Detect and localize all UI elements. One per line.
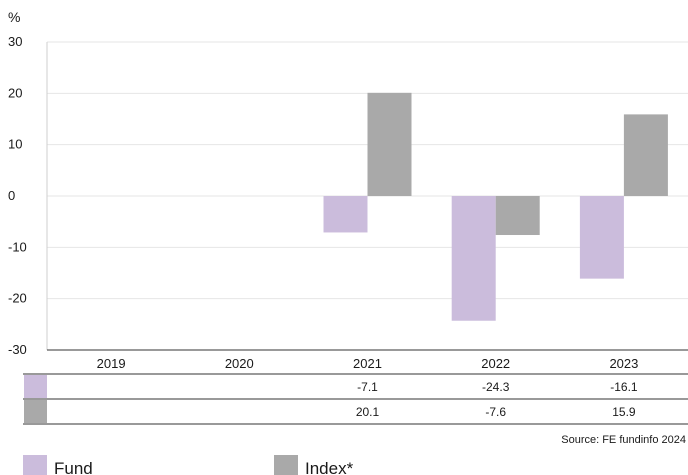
y-tick-label: 30	[8, 34, 22, 49]
legend-swatch	[274, 455, 298, 475]
x-tick-label: 2022	[481, 356, 510, 371]
y-tick-label: -30	[8, 342, 27, 357]
x-tick-label: 2023	[609, 356, 638, 371]
legend-swatch	[23, 455, 47, 475]
y-tick-label: 0	[8, 188, 15, 203]
x-tick-label: 2020	[225, 356, 254, 371]
y-tick-label: -20	[8, 291, 27, 306]
y-axis-ticks: 30 20 10 0 -10 -20 -30	[8, 34, 27, 357]
legend-label: Index*	[305, 459, 354, 475]
x-tick-label: 2021	[353, 356, 382, 371]
legend: Fund Index*	[23, 455, 354, 475]
y-tick-label: 20	[8, 85, 22, 100]
table-cell: -24.3	[482, 380, 510, 394]
legend-label: Fund	[54, 459, 93, 475]
table-cell: -7.6	[485, 405, 506, 419]
bar-index-2023	[623, 114, 668, 196]
y-tick-label: -10	[8, 239, 27, 254]
data-table: -7.1 -24.3 -16.1 20.1 -7.6 15.9	[23, 373, 688, 425]
y-tick-label: 10	[8, 137, 22, 152]
bars	[323, 92, 668, 321]
x-tick-label: 2019	[97, 356, 126, 371]
bar-fund-2022	[451, 196, 496, 321]
table-cell: -16.1	[610, 380, 638, 394]
table-cell: 15.9	[612, 405, 636, 419]
table-row-swatch	[24, 400, 47, 423]
x-axis-ticks: 2019 2020 2021 2022 2023	[97, 356, 639, 371]
bar-fund-2023	[579, 196, 624, 279]
table-row-swatch	[24, 375, 47, 398]
bar-fund-2021	[323, 196, 368, 233]
table-cell: 20.1	[356, 405, 380, 419]
source-note: Source: FE fundinfo 2024	[561, 434, 686, 446]
table-cell: -7.1	[357, 380, 378, 394]
y-axis-unit: %	[8, 9, 20, 25]
bar-index-2022	[495, 196, 540, 236]
bar-index-2021	[367, 92, 412, 196]
